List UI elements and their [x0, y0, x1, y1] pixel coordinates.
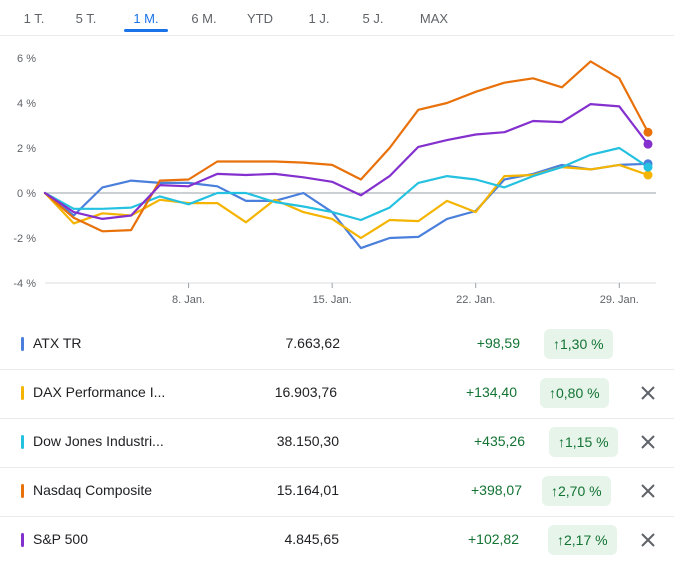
security-name: S&P 500 [33, 531, 89, 547]
tab-5-days[interactable]: 5 T. [60, 10, 112, 32]
list-item[interactable]: S&P 500 4.845,65 +102,82 ↑2,17 % [0, 516, 674, 565]
row-divider [0, 516, 674, 517]
close-icon[interactable] [636, 381, 660, 405]
tab-6-months[interactable]: 6 M. [178, 10, 230, 32]
percent-change-badge: ↑2,70 % [542, 476, 611, 506]
security-change: +435,26 [474, 433, 525, 449]
tab-ytd[interactable]: YTD [236, 10, 284, 32]
security-name: Dow Jones Industri... [33, 433, 164, 449]
series-line [43, 102, 650, 220]
series-color-bar [21, 435, 24, 449]
security-change: +398,07 [471, 482, 522, 498]
list-item[interactable]: Dow Jones Industri... 38.150,30 +435,26 … [0, 418, 674, 467]
security-name: ATX TR [33, 335, 82, 351]
y-tick-label: 0 % [17, 188, 36, 200]
tab-1-month[interactable]: 1 M. [122, 10, 170, 32]
series-color-bar [21, 533, 24, 547]
row-divider [0, 467, 674, 468]
series-line [43, 60, 650, 233]
security-name: DAX Performance I... [33, 384, 166, 400]
series-line [43, 162, 650, 250]
series-end-point [643, 162, 653, 172]
tab-label: 1 T. [23, 11, 45, 26]
tab-label: 6 M. [191, 11, 217, 26]
security-change: +134,40 [466, 384, 517, 400]
x-tick-label: 15. Jan. [313, 294, 352, 306]
list-item[interactable]: Nasdaq Composite 15.164,01 +398,07 ↑2,70… [0, 467, 674, 516]
percent-change-badge: ↑2,17 % [548, 525, 617, 555]
security-price: 4.845,65 [284, 531, 340, 547]
list-item[interactable]: ATX TR 7.663,62 +98,59 ↑1,30 % [0, 320, 674, 369]
percent-change-badge: ↑0,80 % [540, 378, 609, 408]
security-price: 15.164,01 [276, 482, 339, 498]
tab-1-year[interactable]: 1 J. [298, 10, 340, 32]
arrow-up-icon: ↑ [553, 336, 560, 352]
security-price: 7.663,62 [285, 335, 341, 351]
range-tabs: 1 T. 5 T. 1 M. 6 M. YTD 1 J. 5 J. MAX [0, 0, 674, 40]
comparison-chart: 6 % 4 % 2 % 0 % -2 % -4 % 8. Jan. 15. Jan. 22. J… [13, 53, 656, 306]
series-line [43, 146, 650, 222]
arrow-up-icon: ↑ [558, 434, 565, 450]
close-icon[interactable] [636, 430, 660, 454]
y-tick-label: -4 % [13, 278, 36, 290]
x-tick-label: 22. Jan. [456, 294, 495, 306]
series-color-bar [21, 484, 24, 498]
tab-label: 5 T. [75, 11, 97, 26]
y-tick-label: 4 % [17, 98, 36, 110]
tab-label: YTD [247, 11, 273, 26]
percent-change-badge: ↑1,30 % [544, 329, 613, 359]
security-change: +102,82 [468, 531, 519, 547]
tab-label: MAX [419, 11, 449, 26]
row-divider [0, 369, 674, 370]
arrow-up-icon: ↑ [551, 483, 558, 499]
series-color-bar [21, 337, 24, 351]
series-color-bar [21, 386, 24, 400]
tab-5-years[interactable]: 5 J. [350, 10, 396, 32]
y-tick-label: -2 % [13, 233, 36, 245]
tab-label: 1 J. [308, 11, 330, 26]
series-end-point [643, 139, 653, 149]
series-end-point [643, 127, 653, 137]
list-item[interactable]: DAX Performance I... 16.903,76 +134,40 ↑… [0, 369, 674, 418]
series-end-point [643, 170, 653, 180]
tab-label: 1 M. [133, 11, 159, 26]
arrow-up-icon: ↑ [549, 385, 556, 401]
security-price: 38.150,30 [276, 433, 339, 449]
close-icon[interactable] [636, 479, 660, 503]
row-divider [0, 418, 674, 419]
close-icon[interactable] [636, 528, 660, 552]
security-name: Nasdaq Composite [33, 482, 153, 498]
tab-label: 5 J. [362, 11, 384, 26]
arrow-up-icon: ↑ [557, 532, 564, 548]
tab-1-day[interactable]: 1 T. [8, 10, 60, 32]
series-line [43, 163, 650, 240]
percent-change-badge: ↑1,15 % [549, 427, 618, 457]
security-change: +98,59 [476, 335, 520, 351]
y-tick-label: 2 % [17, 143, 36, 155]
y-tick-label: 6 % [17, 53, 36, 65]
x-tick-label: 29. Jan. [600, 294, 639, 306]
x-tick-label: 8. Jan. [172, 294, 205, 306]
tabs-divider [0, 35, 674, 36]
tab-max[interactable]: MAX [406, 10, 462, 32]
security-price: 16.903,76 [274, 384, 337, 400]
